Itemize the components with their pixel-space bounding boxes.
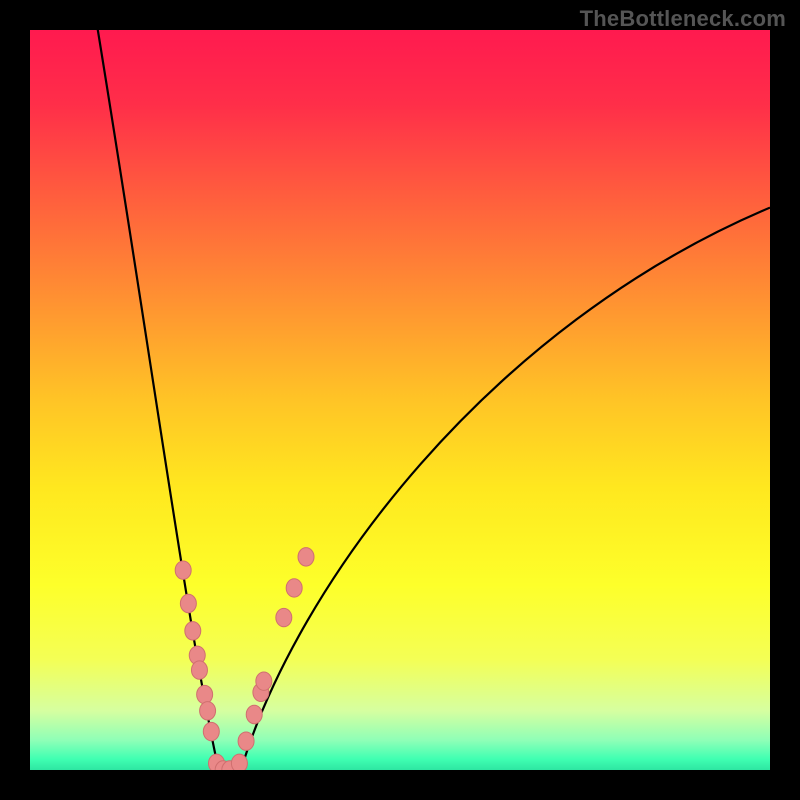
marker-dot [197,685,213,703]
marker-dot [191,661,207,679]
marker-dot [276,608,292,626]
watermark-text: TheBottleneck.com [580,6,786,32]
marker-dot [246,705,262,723]
marker-dot [175,561,191,579]
marker-dot [203,722,219,740]
marker-dot [185,622,201,640]
markers-group [175,548,314,770]
marker-dot [286,579,302,597]
marker-dot [231,754,247,770]
marker-dot [298,548,314,566]
marker-dot [180,594,196,612]
marker-dot [238,732,254,750]
marker-dot [200,702,216,720]
marker-dot [256,672,272,690]
markers-layer [30,30,770,770]
